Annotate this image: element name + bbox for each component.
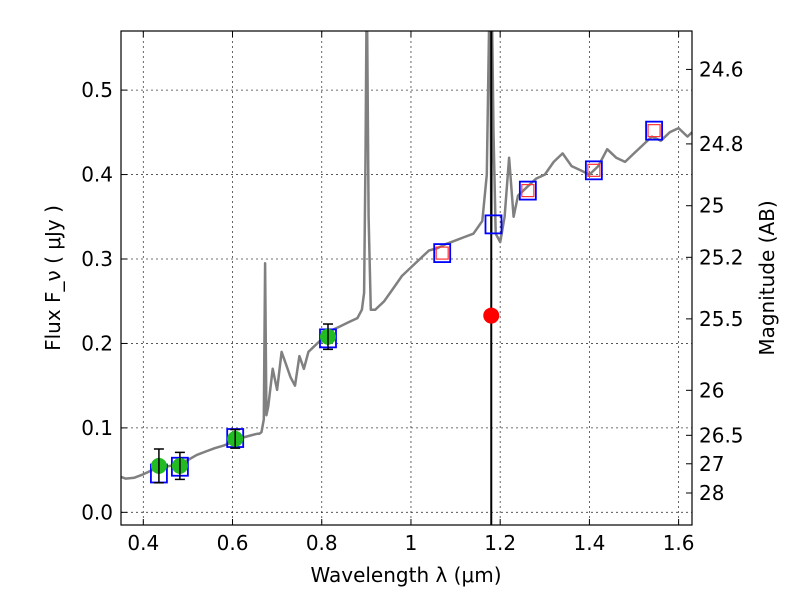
magnitude-tick-label: 28 — [699, 481, 724, 505]
plot-area — [121, 31, 692, 525]
y-tick-label: 0.0 — [81, 500, 113, 524]
magnitude-tick-label: 24.6 — [699, 57, 744, 81]
y-tick-label: 0.5 — [81, 78, 113, 102]
magnitude-tick-label: 26 — [699, 378, 724, 402]
magnitude-tick-label: 24.8 — [699, 132, 744, 156]
outlier-point — [483, 307, 500, 324]
model-point-square — [518, 180, 537, 201]
x-tick-label: 0.8 — [306, 531, 338, 555]
y-axis-label: Flux F_ν ( μJy ) — [41, 205, 65, 351]
x-tick-label: 1 — [405, 531, 418, 555]
magnitude-tick-label: 25 — [699, 194, 724, 218]
axis-ticks: 0.4 0.6 0.8 1 1.2 1.4 1.6 0.0 0.1 0.2 0.3 0.4 0.5 24.… — [81, 31, 744, 555]
x-axis-label: Wavelength λ (μm) — [310, 563, 501, 587]
x-tick-label: 1.2 — [484, 531, 516, 555]
x-tick-label: 1.6 — [663, 531, 695, 555]
upper-limit-marker — [521, 184, 535, 198]
magnitude-tick-label: 26.5 — [699, 423, 744, 447]
model-point-square — [584, 160, 603, 181]
magnitude-tick-label: 27 — [699, 452, 724, 476]
model-point-square — [484, 214, 503, 235]
x-tick-label: 0.6 — [217, 531, 249, 555]
y-tick-label: 0.3 — [81, 247, 113, 271]
upper-limit-marker — [647, 124, 661, 138]
y-tick-label: 0.4 — [81, 163, 113, 187]
magnitude-tick-label: 25.2 — [699, 245, 744, 269]
upper-limit-marker — [435, 246, 449, 260]
model-spectrum-line — [121, 31, 692, 480]
upper-limit-marker — [587, 163, 601, 177]
model-point-square — [645, 120, 663, 141]
x-tick-label: 0.4 — [127, 531, 159, 555]
y-tick-label: 0.1 — [81, 416, 113, 440]
y-tick-label: 0.2 — [81, 331, 113, 355]
y2-axis-label: Magnitude (AB) — [755, 200, 779, 355]
plot-frame — [120, 30, 693, 526]
model-point-square — [433, 243, 452, 263]
magnitude-tick-label: 25.5 — [699, 307, 744, 331]
x-tick-label: 1.4 — [573, 531, 605, 555]
